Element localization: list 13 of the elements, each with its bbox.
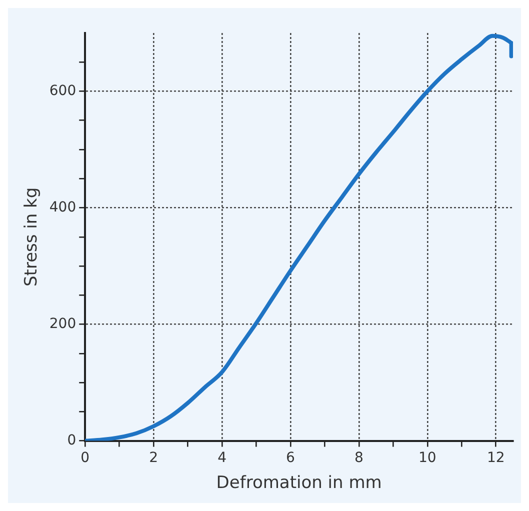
y-tick-label: 0 <box>67 432 76 448</box>
x-tick-label: 8 <box>354 450 364 466</box>
x-tick-label: 12 <box>486 450 505 466</box>
x-tick-label: 6 <box>286 450 296 466</box>
x-tick-label: 0 <box>80 450 90 466</box>
y-tick-label: 600 <box>49 82 76 99</box>
y-tick-label: 400 <box>49 199 76 216</box>
x-tick-label: 2 <box>149 450 158 466</box>
y-axis-title: Stress in kg <box>22 187 42 286</box>
x-axis-title: Defromation in mm <box>216 473 382 494</box>
x-tick-label: 10 <box>418 450 436 466</box>
y-tick-label: 200 <box>49 316 76 332</box>
x-tick-label: 4 <box>218 450 227 466</box>
